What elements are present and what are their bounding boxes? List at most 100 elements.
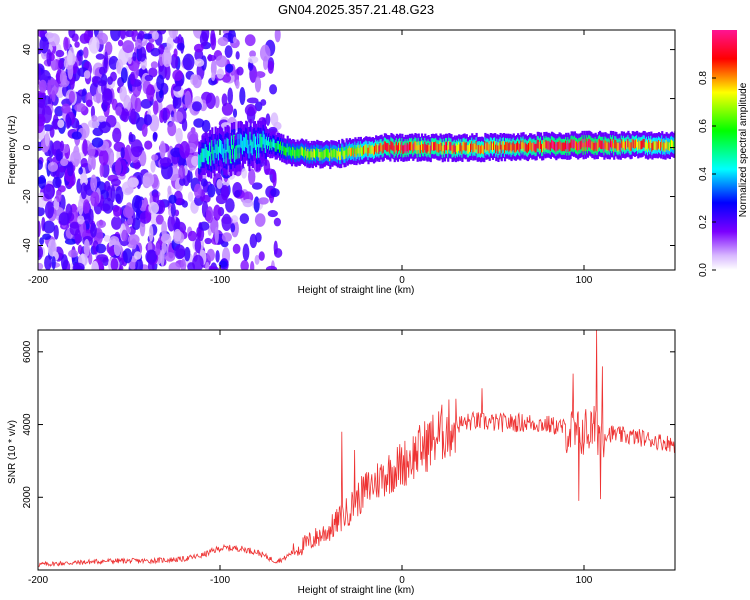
spectrogram-blob xyxy=(67,249,79,258)
spectrogram-blob xyxy=(130,108,137,125)
spectrogram-blob xyxy=(122,248,133,264)
spectrogram-blob xyxy=(148,67,158,78)
spectrogram-blob xyxy=(127,234,140,246)
spectrogram-blob xyxy=(168,194,177,205)
snr-xtick-label: -100 xyxy=(210,575,230,586)
spectrogram-blob xyxy=(180,258,187,270)
spectrogram-blob xyxy=(129,71,136,85)
spectrogram-ytick-label: -20 xyxy=(22,189,33,204)
spectrogram-blob xyxy=(193,43,204,53)
spectrogram-blob xyxy=(170,147,183,158)
spectrogram-blob xyxy=(95,243,107,254)
colorbar-tick-label: 0.6 xyxy=(698,119,709,133)
spectrogram-blob xyxy=(78,167,83,175)
spectrogram-blob xyxy=(90,191,100,207)
spectrogram-blob xyxy=(143,114,153,126)
spectrogram-blob xyxy=(162,107,168,124)
spectrogram-blob xyxy=(244,34,256,47)
spectrogram-blob xyxy=(178,165,186,180)
spectrogram-blob xyxy=(79,33,90,44)
spectrogram-blob xyxy=(112,127,122,143)
spectrogram-blob xyxy=(152,132,158,142)
spectrogram-blob xyxy=(110,258,119,270)
spectrogram-xtick-label: 100 xyxy=(576,275,593,286)
spectrogram-blob xyxy=(135,258,144,270)
spectrogram-blob xyxy=(137,30,145,41)
spectrogram-blob xyxy=(194,237,202,254)
colorbar: 0.0 0.2 0.4 0.6 0.8 Normalized spectral ampl… xyxy=(698,30,749,277)
spectrogram-blob xyxy=(242,199,254,208)
spectrogram-blob xyxy=(148,201,159,214)
spectrogram-blob xyxy=(83,70,91,79)
spectrogram-blob xyxy=(173,48,178,58)
spectrogram-blob xyxy=(239,213,250,225)
spectrogram-blob xyxy=(205,92,216,109)
spectrogram-blob xyxy=(71,131,82,140)
spectrogram-blob xyxy=(38,220,41,238)
spectrogram-blob xyxy=(210,59,217,77)
spectrogram-blob xyxy=(215,250,220,263)
spectrogram-blob xyxy=(144,74,154,82)
spectrogram-blob xyxy=(121,181,134,196)
spectrogram-blob xyxy=(227,87,233,105)
snr-plot-area xyxy=(38,330,675,570)
spectrogram-blob xyxy=(192,74,202,89)
spectrogram-blob xyxy=(148,224,154,242)
snr-ytick-label: 4000 xyxy=(22,413,33,436)
spectrogram-blob xyxy=(242,243,250,262)
spectrogram-blob xyxy=(196,232,202,239)
spectrogram-blob xyxy=(39,237,45,245)
snr-ylabel: SNR (10 * v/v) xyxy=(7,420,18,484)
spectrogram-blob xyxy=(225,63,234,73)
spectrogram-blob xyxy=(224,45,233,58)
spectrogram-blob xyxy=(134,195,143,210)
spectrogram-blob xyxy=(115,106,123,116)
spectrogram-blob xyxy=(220,184,230,201)
spectrogram-blob xyxy=(193,118,205,128)
spectrogram-blob xyxy=(134,97,142,113)
spectrogram-blob xyxy=(216,178,223,190)
spectrogram-blob xyxy=(142,172,155,187)
spectrogram-blob xyxy=(61,103,71,114)
spectrogram-blob xyxy=(174,244,186,260)
spectrogram-blob xyxy=(167,185,172,195)
spectrogram-blob xyxy=(265,265,277,270)
spectrogram-blob xyxy=(109,152,115,165)
spectrogram-frame xyxy=(37,29,676,271)
spectrogram-blob xyxy=(38,118,45,134)
spectrogram-blob xyxy=(55,153,63,162)
spectrogram-blob xyxy=(200,178,208,187)
spectrogram-blob xyxy=(253,196,260,213)
spectrogram-blob xyxy=(102,197,114,214)
colorbar-ticks: 0.0 0.2 0.4 0.6 0.8 xyxy=(698,71,716,277)
spectrogram-blob xyxy=(115,59,124,75)
spectrogram-blob xyxy=(255,232,262,243)
spectrogram-blob xyxy=(205,206,214,224)
spectrogram-blob xyxy=(43,220,55,234)
spectrogram-blob xyxy=(138,46,147,62)
spectrogram-blob xyxy=(254,76,262,93)
spectrogram-blob xyxy=(55,190,62,203)
spectrogram-blob xyxy=(269,84,278,95)
spectrogram-blob xyxy=(173,228,182,242)
spectrogram-blob xyxy=(151,31,159,40)
spectrogram-blob xyxy=(215,55,228,68)
spectrogram-blob xyxy=(168,262,181,270)
spectrogram-blob xyxy=(187,191,194,202)
spectrogram-blob xyxy=(270,188,280,198)
snr-xlabel: Height of straight line (km) xyxy=(298,585,415,596)
spectrogram-blob xyxy=(38,94,46,109)
spectrogram-blob xyxy=(208,77,218,86)
spectrogram-blob xyxy=(123,94,131,113)
spectrogram-blob xyxy=(173,111,184,123)
spectrogram-blob xyxy=(44,32,54,39)
spectrogram-blob xyxy=(50,59,58,71)
spectrogram-blob xyxy=(87,119,100,129)
spectrogram-blob xyxy=(145,249,158,264)
spectrogram-blob xyxy=(274,30,281,43)
spectrogram-blob xyxy=(82,138,88,157)
spectrogram-blob xyxy=(247,55,259,64)
spectrogram-blob xyxy=(60,254,69,270)
spectrogram-blob xyxy=(59,70,67,86)
